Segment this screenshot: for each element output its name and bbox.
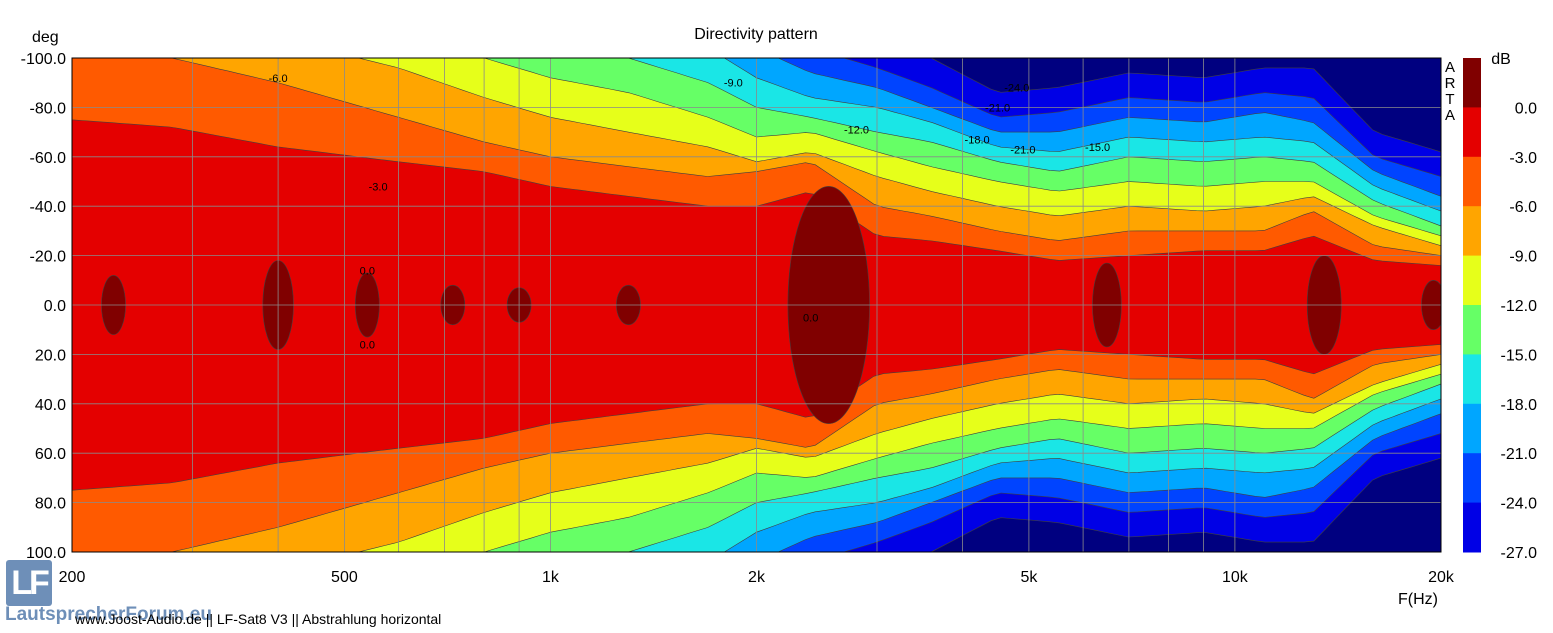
lf-logo-text: LautsprecherForum.eu: [5, 604, 212, 625]
colorbar-swatch: [1463, 453, 1481, 504]
y-axis-label: deg: [32, 29, 59, 46]
colorbar-swatch: [1463, 403, 1481, 454]
watermark-letter: A: [1445, 107, 1455, 124]
x-tick-label: 500: [331, 569, 358, 586]
band-bottom--27db: [930, 457, 1441, 552]
contour-label: -21.0: [985, 102, 1010, 114]
colorbar-tick-label: -12.0: [1501, 298, 1538, 315]
colorbar-unit: dB: [1491, 51, 1511, 68]
chart-title: Directivity pattern: [694, 26, 818, 43]
colorbar-swatch: [1463, 58, 1481, 108]
watermark-letter: A: [1445, 59, 1455, 76]
contour-label: -6.0: [269, 73, 288, 85]
contour-label: -24.0: [1004, 83, 1029, 95]
y-tick-label: -80.0: [30, 100, 67, 117]
watermark-letter: R: [1445, 75, 1456, 92]
x-tick-label: 10k: [1222, 569, 1249, 586]
contour-label: -3.0: [369, 181, 388, 193]
y-tick-label: 0.0: [44, 298, 66, 315]
colorbar-swatch: [1463, 305, 1481, 355]
colorbar-tick-label: -18.0: [1501, 397, 1538, 414]
x-tick-label: 5k: [1020, 569, 1038, 586]
colorbar-tick-label: -3.0: [1509, 150, 1537, 167]
colorbar-swatch: [1463, 255, 1481, 306]
colorbar-tick-label: -9.0: [1509, 249, 1537, 266]
colorbar-tick-label: 0.0: [1515, 100, 1537, 117]
contour-label: -18.0: [965, 135, 990, 147]
band-top--27db: [930, 58, 1441, 153]
contour-label: 0.0: [360, 340, 375, 352]
colorbar-swatch: [1463, 502, 1481, 553]
colorbar-swatch: [1463, 206, 1481, 257]
colorbar-tick-label: -24.0: [1501, 496, 1538, 513]
contour-label: -21.0: [1010, 144, 1035, 156]
colorbar-tick-label: -6.0: [1509, 199, 1537, 216]
colorbar-tick-label: -15.0: [1501, 347, 1538, 364]
x-tick-label: 2k: [748, 569, 766, 586]
y-tick-label: 60.0: [35, 446, 66, 463]
x-tick-label: 200: [59, 569, 86, 586]
y-tick-label: 100.0: [26, 545, 66, 562]
y-tick-label: 80.0: [35, 496, 66, 513]
colorbar-swatch: [1463, 354, 1481, 405]
y-tick-label: -100.0: [21, 51, 66, 68]
y-axis-ticks: -100.0 -80.0 -60.0 -40.0 -20.0 0.0 20.0 40.0 60.…: [21, 51, 66, 562]
y-tick-label: 20.0: [35, 347, 66, 364]
x-axis-ticks: 200 500 1k 2k 5k 10k 20k: [59, 569, 1455, 586]
contour-label: 0.0: [360, 265, 375, 277]
y-tick-label: -60.0: [30, 150, 67, 167]
colorbar-tick-label: -27.0: [1501, 545, 1538, 562]
contour-label: 0.0: [803, 312, 818, 324]
watermark-letter: T: [1445, 91, 1454, 108]
x-axis-label: F(Hz): [1398, 591, 1438, 608]
contour-label: -9.0: [724, 78, 743, 90]
colorbar-swatch: [1463, 107, 1481, 158]
footer-caption: www.Joost-Audio.de || LF-Sat8 V3 || Abst…: [75, 611, 442, 627]
chart-grid: [71, 57, 1442, 553]
contour-label: -12.0: [844, 125, 869, 137]
lf-logo: LF: [6, 560, 52, 606]
y-tick-label: -20.0: [30, 249, 67, 266]
x-tick-label: 20k: [1428, 569, 1455, 586]
colorbar-swatch: [1463, 156, 1481, 207]
x-tick-label: 1k: [542, 569, 560, 586]
colorbar: dB 0.0 -3.0 -6.0 -9.0 -12.0 -15.0 -18.0 -21.0 -24…: [1463, 51, 1537, 562]
plot-frame: [71, 57, 1442, 553]
y-tick-label: 40.0: [35, 397, 66, 414]
y-tick-label: -40.0: [30, 199, 67, 216]
colorbar-tick-label: -21.0: [1501, 446, 1538, 463]
contour-label: -15.0: [1085, 142, 1110, 154]
contour-labels: -6.0 -3.0 -9.0 -12.0 -24.0 -21.0 -18.0 -21.0 -15…: [269, 73, 1111, 352]
